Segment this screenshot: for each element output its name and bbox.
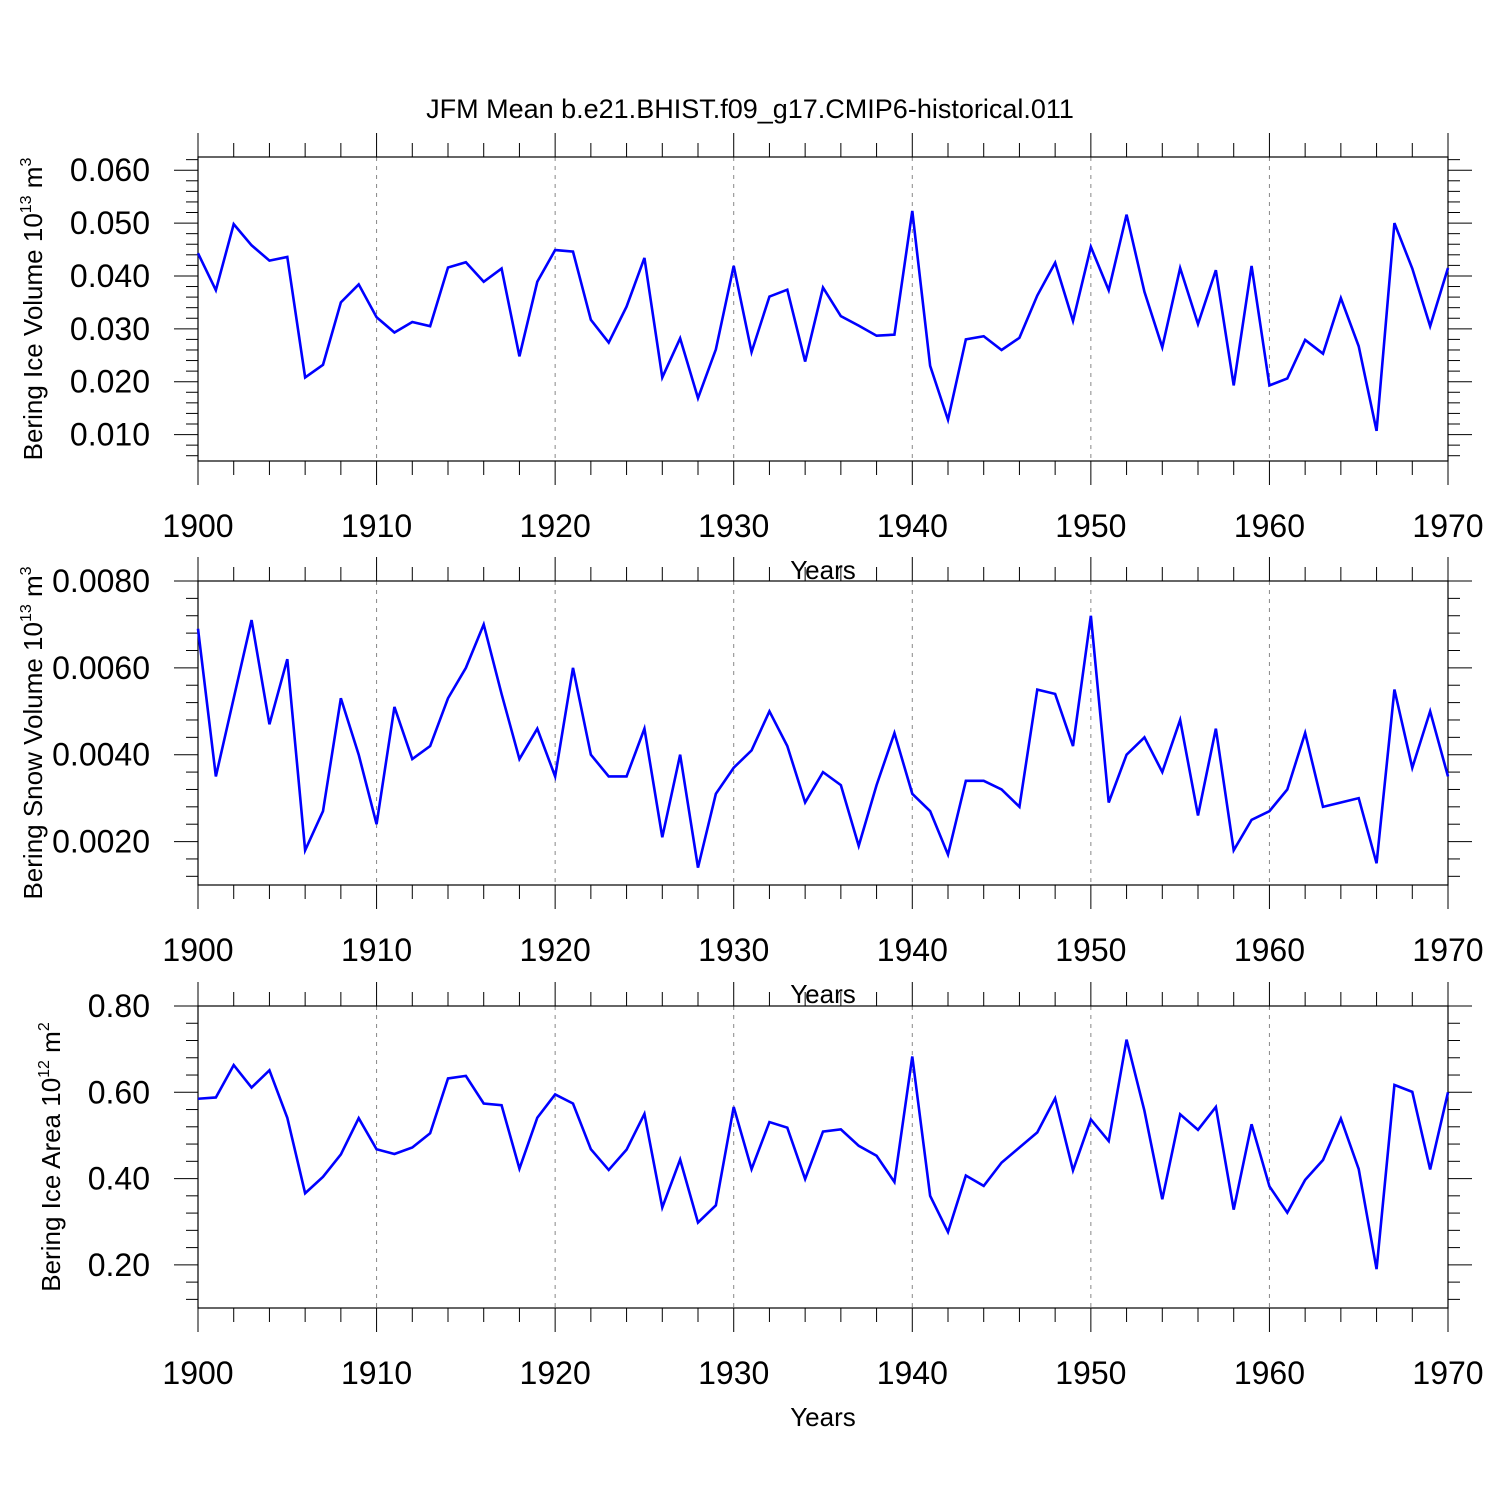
x-axis-title: Years bbox=[790, 979, 856, 1009]
x-tick-label: 1930 bbox=[698, 508, 769, 544]
x-tick-label: 1900 bbox=[162, 1355, 233, 1391]
panel-1: 1900 1910 1920 1930 1940 1950 1960 1970 Years 0.0… bbox=[18, 133, 1484, 585]
series-line bbox=[196, 210, 1450, 432]
plot-frame bbox=[197, 1005, 1449, 1309]
y-axis-title-base: Bering Ice Volume 10 bbox=[18, 213, 48, 460]
x-tick-label: 1970 bbox=[1412, 508, 1483, 544]
y-tick-label: 0.0020 bbox=[52, 824, 150, 860]
y-axis-title: Bering Ice Volume 1013 m3 bbox=[18, 158, 48, 461]
series-line bbox=[196, 615, 1450, 868]
y-axis-title-unit: m bbox=[18, 575, 48, 604]
y-axis-title: Bering Snow Volume 1013 m3 bbox=[18, 566, 48, 899]
x-tick-label: 1920 bbox=[520, 1355, 591, 1391]
x-tick-label: 1940 bbox=[877, 508, 948, 544]
x-tick-label: 1900 bbox=[162, 508, 233, 544]
y-tick-label: 0.030 bbox=[70, 311, 150, 347]
panel-2: 1900 1910 1920 1930 1940 1950 1960 1970 Years 0.0… bbox=[18, 557, 1484, 1009]
y-tick-label: 0.60 bbox=[88, 1074, 150, 1110]
x-tick-label: 1910 bbox=[341, 932, 412, 968]
plot-frame bbox=[197, 156, 1449, 462]
x-tick-label: 1910 bbox=[341, 508, 412, 544]
x-tick-label: 1960 bbox=[1234, 508, 1305, 544]
y-tick-label: 0.40 bbox=[88, 1161, 150, 1197]
x-tick-label: 1960 bbox=[1234, 1355, 1305, 1391]
y-axis-title-exponent: 13 bbox=[18, 604, 35, 622]
y-tick-label: 0.010 bbox=[70, 417, 150, 453]
x-tick-label: 1910 bbox=[341, 1355, 412, 1391]
x-tick-label: 1970 bbox=[1412, 932, 1483, 968]
y-axis-title-unit-exponent: 2 bbox=[36, 1022, 53, 1031]
x-tick-label: 1950 bbox=[1055, 932, 1126, 968]
y-axis-title-base: Bering Snow Volume 10 bbox=[18, 622, 48, 900]
x-tick-label: 1930 bbox=[698, 1355, 769, 1391]
x-tick-label: 1950 bbox=[1055, 1355, 1126, 1391]
x-tick-label: 1940 bbox=[877, 932, 948, 968]
y-tick-label: 0.040 bbox=[70, 258, 150, 294]
y-tick-label: 0.0060 bbox=[52, 650, 150, 686]
x-tick-label: 1950 bbox=[1055, 508, 1126, 544]
y-tick-label: 0.20 bbox=[88, 1247, 150, 1283]
x-tick-label: 1920 bbox=[520, 508, 591, 544]
y-axis-title-unit: m bbox=[36, 1031, 66, 1060]
x-tick-label: 1960 bbox=[1234, 932, 1305, 968]
x-tick-label: 1920 bbox=[520, 932, 591, 968]
x-tick-label: 1930 bbox=[698, 932, 769, 968]
y-axis-title: Bering Ice Area 1012 m2 bbox=[36, 1022, 66, 1292]
x-tick-label: 1940 bbox=[877, 1355, 948, 1391]
plot-frame bbox=[197, 580, 1449, 886]
x-tick-label: 1900 bbox=[162, 932, 233, 968]
y-tick-label: 0.050 bbox=[70, 205, 150, 241]
panels-container: 1900 1910 1920 1930 1940 1950 1960 1970 Years 0.0… bbox=[18, 133, 1484, 1432]
y-axis-title-unit: m bbox=[18, 167, 48, 196]
y-axis-title-unit-exponent: 3 bbox=[18, 566, 35, 575]
y-tick-label: 0.020 bbox=[70, 364, 150, 400]
y-axis-title-exponent: 13 bbox=[18, 195, 35, 213]
series-line bbox=[197, 1039, 1450, 1270]
y-tick-label: 0.80 bbox=[88, 988, 150, 1024]
chart-title: JFM Mean b.e21.BHIST.f09_g17.CMIP6-histo… bbox=[426, 94, 1074, 124]
y-tick-label: 0.0080 bbox=[52, 563, 150, 599]
x-axis-title: Years bbox=[790, 555, 856, 585]
panel-3: 1900 1910 1920 1930 1940 1950 1960 1970 Years 0.2… bbox=[36, 982, 1484, 1432]
x-tick-label: 1970 bbox=[1412, 1355, 1483, 1391]
y-axis-title-base: Bering Ice Area 10 bbox=[36, 1078, 66, 1292]
y-axis-title-unit-exponent: 3 bbox=[18, 158, 35, 167]
y-axis-title-exponent: 12 bbox=[36, 1060, 53, 1078]
x-axis-title: Years bbox=[790, 1402, 856, 1432]
y-tick-label: 0.060 bbox=[70, 152, 150, 188]
y-tick-label: 0.0040 bbox=[52, 737, 150, 773]
